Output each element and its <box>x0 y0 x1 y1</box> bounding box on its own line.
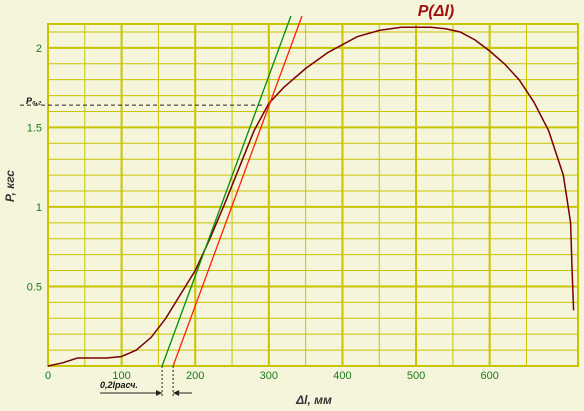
y-tick-label: 1.5 <box>27 122 42 134</box>
x-tick-label: 100 <box>112 370 130 382</box>
offset-label: 0,2lрасч. <box>100 380 138 390</box>
y-tick-label: 2 <box>36 43 42 55</box>
offset-arrowhead-left <box>156 390 163 396</box>
x-tick-label: 0 <box>45 370 51 382</box>
x-tick-label: 200 <box>186 370 204 382</box>
y-tick-label: 1 <box>36 202 42 214</box>
p02-label: P₀,₂ <box>26 96 42 106</box>
y-tick-label: 0.5 <box>27 281 42 293</box>
series-layer <box>47 15 575 367</box>
plot-frame <box>47 23 579 367</box>
series-line-3 <box>172 15 303 367</box>
chart-title: P(Δl) <box>418 3 455 20</box>
grid <box>47 23 579 367</box>
series-line-1 <box>47 26 575 367</box>
x-tick-label: 600 <box>480 370 498 382</box>
series-line-2 <box>161 15 292 367</box>
y-axis-label: P, кгс <box>3 170 17 202</box>
x-tick-label: 500 <box>407 370 425 382</box>
offset-arrowhead-right <box>173 390 180 396</box>
x-tick-label: 300 <box>260 370 278 382</box>
x-tick-label: 400 <box>333 370 351 382</box>
tick-labels: 0 100 200 300 400 500 600 0.5 1 1.5 2 <box>27 43 499 382</box>
x-axis-label: Δl, мм <box>295 393 332 407</box>
annotation-layer: P₀,₂ 0,2lрасч. <box>20 96 266 398</box>
